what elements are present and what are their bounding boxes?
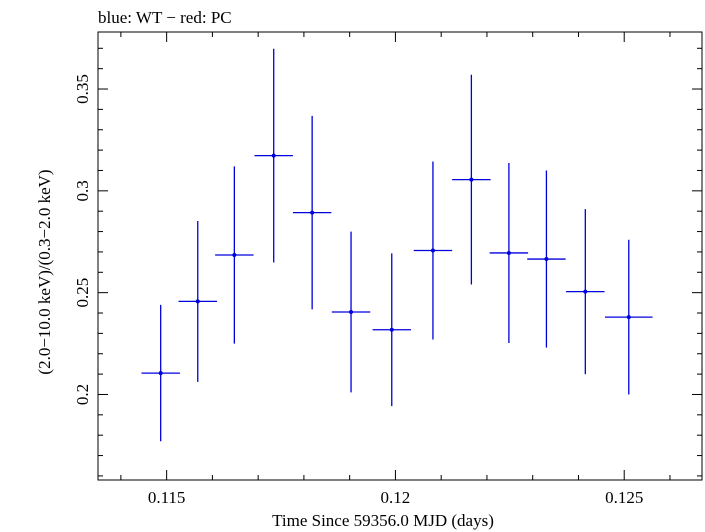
data-point [430,248,435,253]
chart-title: blue: WT − red: PC [98,8,232,27]
data-point [195,299,200,304]
x-tick-label: 0.115 [148,488,186,507]
x-tick-label: 0.12 [381,488,411,507]
data-point [232,252,237,257]
data-point [158,371,163,376]
data-point [626,315,631,320]
plot-frame [97,31,703,481]
y-axis-label: (2.0−10.0 keV)/(0.3−2.0 keV) [35,169,54,374]
data-point [469,177,474,182]
y-tick-label: 0.2 [73,384,92,405]
data-point [544,257,549,262]
data-point [310,210,315,215]
x-axis-label: Time Since 59356.0 MJD (days) [272,511,494,530]
y-tick-label: 0.3 [73,180,92,201]
data-point [389,327,394,332]
data-point [583,289,588,294]
y-tick-label: 0.35 [73,74,92,104]
y-axis: 0.2 0.25 0.3 0.35 [73,47,702,477]
data-point [506,250,511,255]
data-point [349,310,354,314]
x-tick-label: 0.125 [605,488,643,507]
data-points [141,48,653,442]
y-tick-label: 0.25 [73,278,92,308]
x-axis: 0.115 0.12 0.125 [120,32,671,507]
data-point [271,153,276,158]
